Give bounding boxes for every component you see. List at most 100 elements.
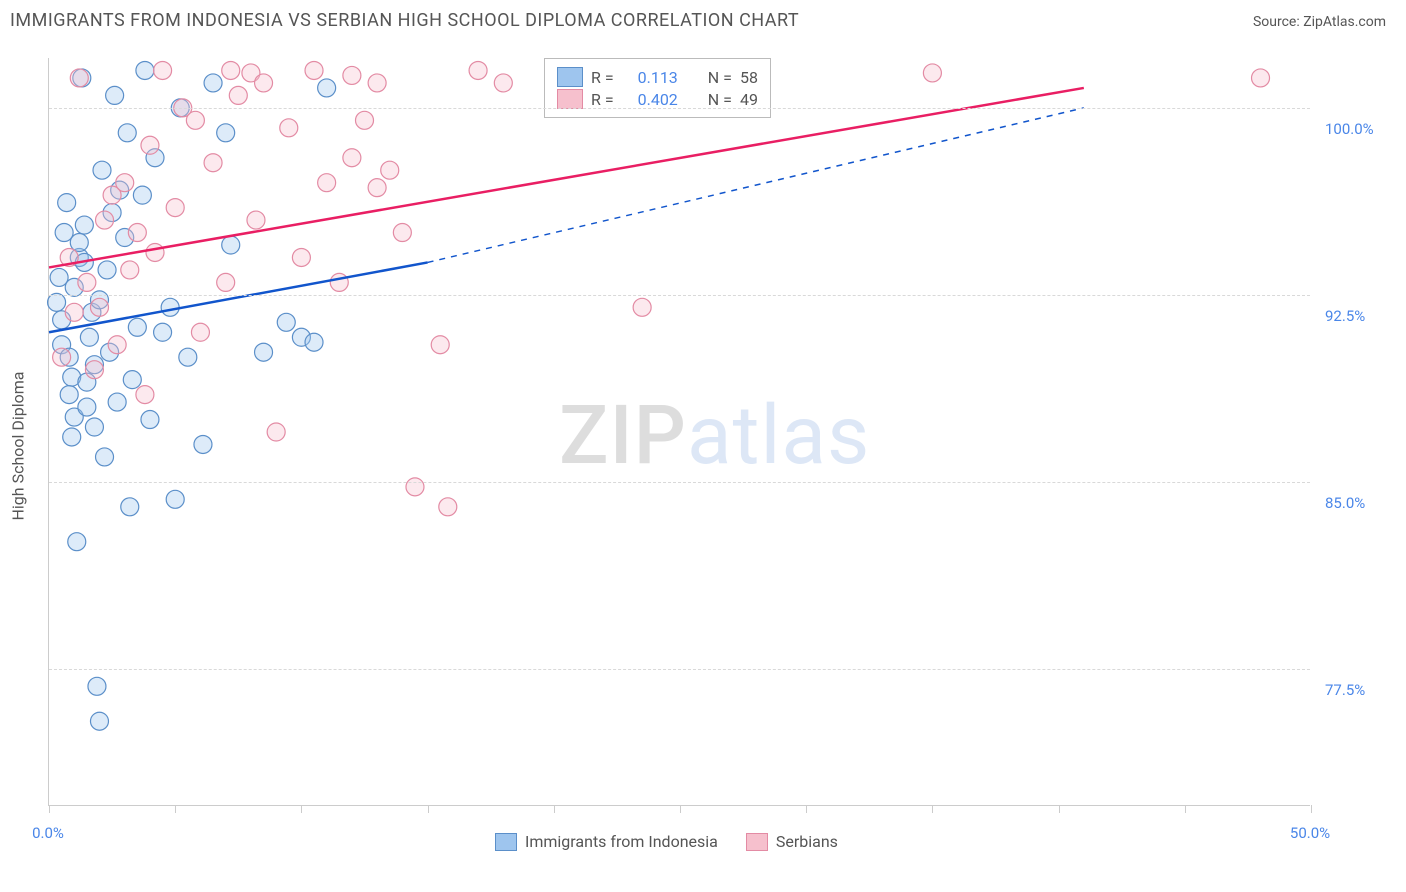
data-point — [108, 393, 126, 411]
data-point — [166, 199, 184, 217]
data-point — [116, 174, 134, 192]
data-point — [93, 161, 111, 179]
series-legend: Immigrants from Indonesia Serbians — [495, 832, 838, 851]
data-point — [393, 224, 411, 242]
data-point — [154, 323, 172, 341]
legend-label-2: Serbians — [776, 832, 838, 851]
x-tick — [680, 805, 681, 813]
x-tick — [554, 805, 555, 813]
x-tick — [1059, 805, 1060, 813]
chart-plot-area: ZIPatlas R = 0.113 N = 58 R = 0.402 N = … — [48, 58, 1310, 806]
data-point — [229, 86, 247, 104]
x-tick — [932, 805, 933, 813]
data-point — [318, 79, 336, 97]
x-tick — [428, 805, 429, 813]
data-point — [469, 61, 487, 79]
data-point — [128, 318, 146, 336]
gridline — [49, 669, 1310, 670]
n-value-2: 49 — [740, 90, 758, 109]
x-tick-label: 0.0% — [32, 824, 64, 842]
data-point — [146, 243, 164, 261]
legend-bottom-swatch-2 — [746, 833, 768, 851]
data-point — [108, 336, 126, 354]
data-point — [292, 248, 310, 266]
n-label: N = — [708, 90, 732, 109]
data-point — [222, 236, 240, 254]
r-label: R = — [591, 68, 614, 87]
data-point — [204, 154, 222, 172]
legend-item-1: Immigrants from Indonesia — [495, 832, 718, 851]
data-point — [277, 313, 295, 331]
data-point — [318, 174, 336, 192]
data-point — [121, 261, 139, 279]
data-point — [166, 490, 184, 508]
y-tick-label: 85.0% — [1325, 494, 1365, 512]
data-point — [128, 224, 146, 242]
data-point — [70, 69, 88, 87]
data-point — [53, 348, 71, 366]
data-point — [222, 61, 240, 79]
data-point — [179, 348, 197, 366]
legend-bottom-swatch-1 — [495, 833, 517, 851]
data-point — [136, 61, 154, 79]
data-point — [85, 418, 103, 436]
data-point — [141, 136, 159, 154]
data-point — [255, 74, 273, 92]
n-label: N = — [708, 68, 732, 87]
data-point — [90, 712, 108, 730]
data-point — [217, 273, 235, 291]
legend-swatch-1 — [557, 67, 583, 87]
data-point — [280, 119, 298, 137]
data-point — [267, 423, 285, 441]
y-axis-label: High School Diploma — [9, 372, 28, 521]
data-point — [305, 61, 323, 79]
y-tick-label: 77.5% — [1325, 681, 1365, 699]
data-point — [161, 298, 179, 316]
data-point — [356, 111, 374, 129]
x-tick — [1185, 805, 1186, 813]
data-point — [204, 74, 222, 92]
data-point — [133, 186, 151, 204]
data-point — [48, 293, 66, 311]
data-point — [368, 179, 386, 197]
data-point — [439, 498, 457, 516]
data-point — [186, 111, 204, 129]
legend-row-series-2: R = 0.402 N = 49 — [557, 89, 758, 109]
data-point — [118, 124, 136, 142]
data-point — [305, 333, 323, 351]
data-point — [136, 386, 154, 404]
data-point — [123, 371, 141, 389]
data-point — [1252, 69, 1270, 87]
r-label: R = — [591, 90, 614, 109]
x-tick — [301, 805, 302, 813]
x-tick — [1311, 805, 1312, 813]
data-point — [60, 386, 78, 404]
data-point — [98, 261, 116, 279]
scatter-svg — [49, 58, 1310, 805]
data-point — [58, 194, 76, 212]
gridline — [49, 108, 1310, 109]
data-point — [431, 336, 449, 354]
data-point — [194, 435, 212, 453]
data-point — [247, 211, 265, 229]
data-point — [78, 273, 96, 291]
legend-item-2: Serbians — [746, 832, 838, 851]
data-point — [330, 273, 348, 291]
data-point — [63, 428, 81, 446]
data-point — [65, 303, 83, 321]
x-tick — [175, 805, 176, 813]
data-point — [343, 66, 361, 84]
data-point — [154, 61, 172, 79]
x-tick-label: 50.0% — [1290, 824, 1330, 842]
data-point — [75, 216, 93, 234]
data-point — [96, 211, 114, 229]
y-tick-label: 92.5% — [1325, 307, 1365, 325]
data-point — [191, 323, 209, 341]
gridline — [49, 295, 1310, 296]
data-point — [406, 478, 424, 496]
n-value-1: 58 — [740, 68, 758, 87]
data-point — [88, 677, 106, 695]
x-tick — [49, 805, 50, 813]
data-point — [923, 64, 941, 82]
data-point — [217, 124, 235, 142]
